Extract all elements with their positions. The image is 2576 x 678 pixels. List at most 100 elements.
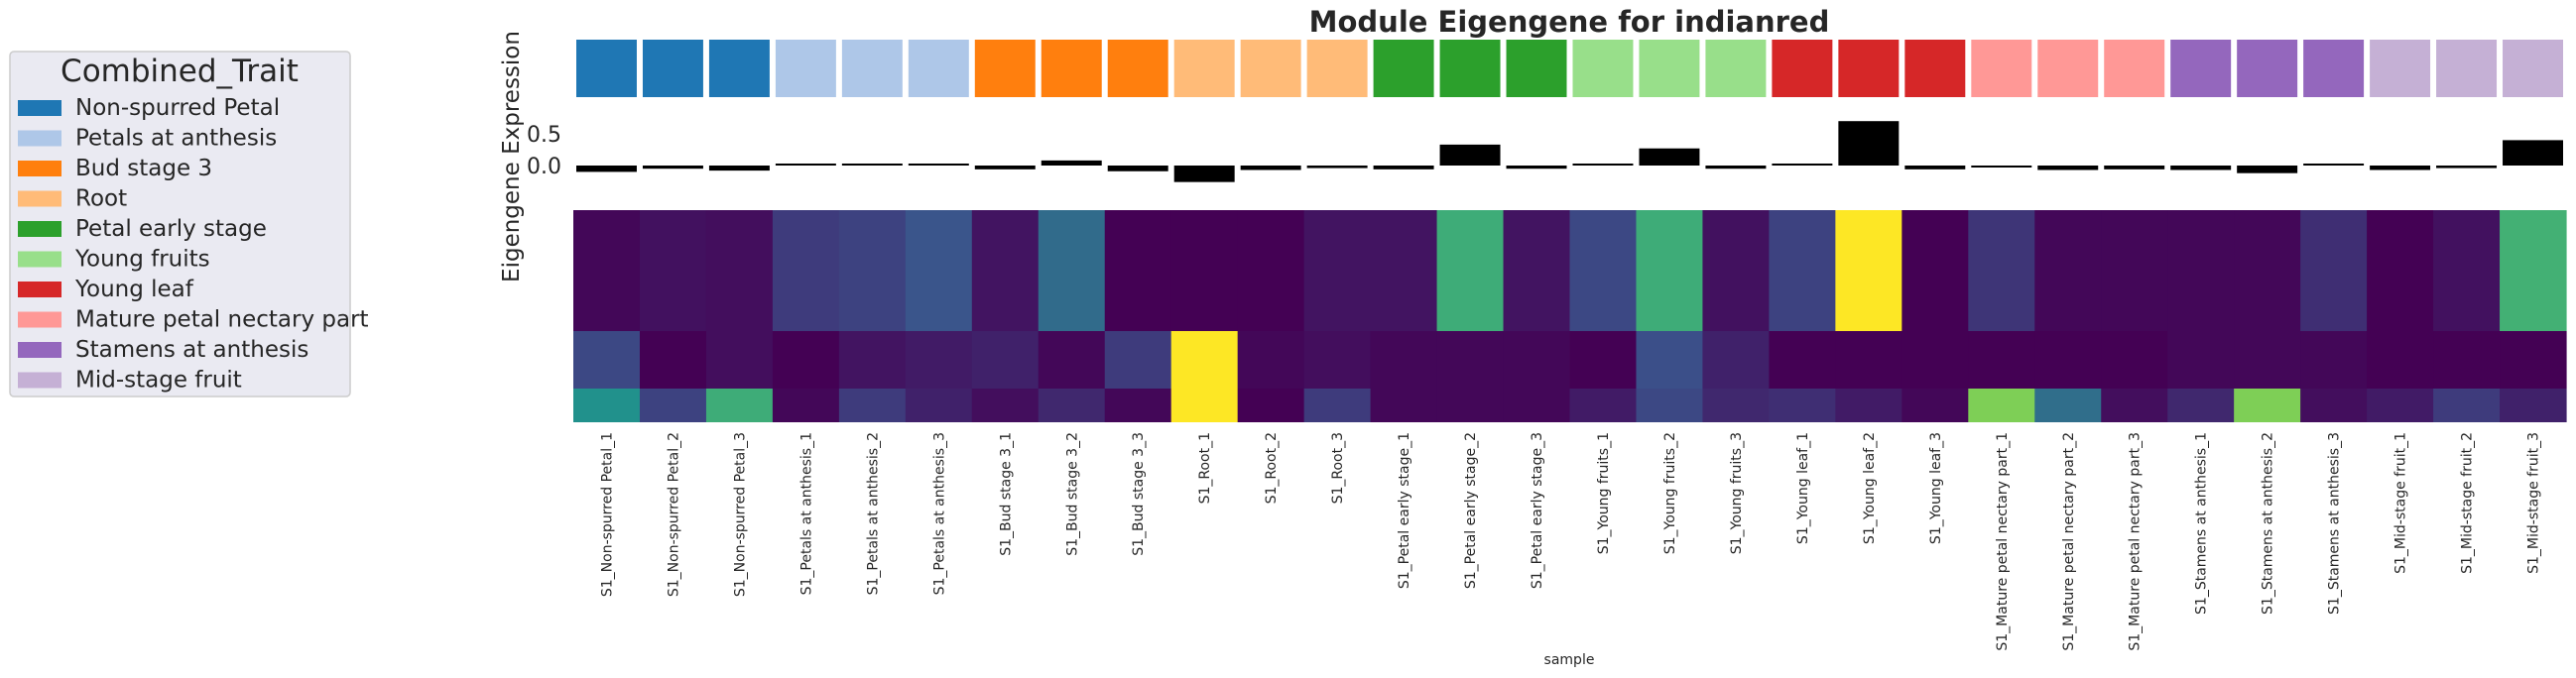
- heatmap-cell: [2167, 389, 2235, 422]
- x-tick-label: S1_Mid-stage fruit_2: [2460, 432, 2476, 574]
- heatmap-cell: [1835, 210, 1902, 331]
- trait-block: [1572, 40, 1634, 97]
- eigengene-bar: [841, 164, 903, 166]
- heatmap-cell: [2300, 331, 2368, 389]
- heatmap-cell: [772, 331, 840, 389]
- eigengene-bar: [2037, 166, 2099, 170]
- eigengene-y-tick: 0.5: [527, 123, 561, 148]
- heatmap-cell: [1303, 210, 1372, 331]
- heatmap-cell: [2367, 210, 2434, 331]
- trait-block: [908, 40, 969, 97]
- legend-label: Non-spurred Petal: [75, 95, 280, 121]
- trait-block: [2104, 40, 2165, 97]
- heatmap-cell: [1968, 331, 2035, 389]
- legend-label: Stamens at anthesis: [75, 337, 308, 363]
- legend-label: Root: [75, 186, 127, 212]
- trait-color-row: [576, 40, 2563, 97]
- eigengene-bar: [2104, 166, 2165, 170]
- x-tick-label: S1_Petals at anthesis_2: [865, 432, 881, 595]
- legend-swatch: [18, 282, 61, 297]
- trait-block: [1373, 40, 1434, 97]
- trait-block: [1306, 40, 1368, 97]
- eigengene-bar-row: [576, 121, 2563, 182]
- eigengene-bar: [1306, 166, 1368, 169]
- heatmap-cell: [1569, 210, 1638, 331]
- legend-swatch: [18, 342, 61, 358]
- eigengene-bar: [1373, 166, 1434, 170]
- legend-swatch: [18, 251, 61, 268]
- trait-block: [775, 40, 836, 97]
- heatmap-cell: [2234, 389, 2301, 422]
- heatmap-cell: [2167, 331, 2235, 389]
- eigengene-bar: [1971, 166, 2032, 168]
- eigengene-y-tick: 0.0: [527, 155, 561, 179]
- x-tick-label: S1_Petals at anthesis_3: [931, 432, 947, 595]
- eigengene-bar: [1904, 166, 1966, 170]
- legend-frame: [9, 51, 351, 397]
- x-tick-label: S1_Stamens at anthesis_3: [2327, 432, 2343, 615]
- trait-block: [841, 40, 903, 97]
- trait-block: [2037, 40, 2099, 97]
- eigengene-bar: [2503, 140, 2563, 166]
- x-tick-label: S1_Petal early stage_1: [1397, 432, 1412, 589]
- heatmap-cell: [1569, 389, 1638, 422]
- heatmap-cell: [1702, 210, 1770, 331]
- heatmap-cell: [705, 210, 774, 331]
- heatmap-cell: [2234, 331, 2301, 389]
- heatmap-cell: [2367, 389, 2434, 422]
- heatmap-cell: [2300, 389, 2368, 422]
- heatmap-cell: [573, 331, 641, 389]
- x-tick-label: S1_Young fruits_2: [1662, 432, 1678, 554]
- legend-label: Mid-stage fruit: [75, 368, 242, 394]
- eigengene-bar: [2170, 166, 2232, 170]
- heatmap-cell: [1170, 389, 1239, 422]
- heatmap-cell: [838, 389, 907, 422]
- heatmap-cell: [1170, 331, 1239, 389]
- eigengene-bar: [1772, 164, 1833, 166]
- x-tick-label: S1_Root_1: [1197, 432, 1213, 504]
- heatmap-cell: [1636, 389, 1704, 422]
- legend-label: Petals at anthesis: [75, 126, 277, 152]
- heatmap-cell: [1503, 389, 1571, 422]
- heatmap-cell: [2500, 389, 2567, 422]
- heatmap-cell: [1038, 210, 1106, 331]
- heatmap-cell: [1835, 331, 1902, 389]
- legend-swatch: [18, 311, 61, 328]
- x-tick-label: S1_Stamens at anthesis_2: [2261, 432, 2276, 615]
- trait-block: [1107, 40, 1168, 97]
- legend: Combined_Trait Non-spurred Petal Petals a…: [9, 51, 369, 397]
- chart-title: Module Eigengene for indianred: [1309, 5, 1830, 39]
- x-tick-label: S1_Mature petal nectary part_3: [2128, 432, 2144, 651]
- eigengene-bar: [1439, 144, 1501, 166]
- eigengene-bar: [708, 166, 770, 171]
- heatmap-cell: [1370, 331, 1438, 389]
- x-tick-label: S1_Bud stage 3_2: [1064, 432, 1080, 556]
- heatmap-cell: [1237, 389, 1305, 422]
- legend-swatch: [18, 100, 61, 116]
- heatmap-cell: [1237, 210, 1305, 331]
- x-tick-labels: S1_Non-spurred Petal_1 S1_Non-spurred Pet…: [599, 432, 2541, 651]
- x-tick-label: S1_Bud stage 3_1: [998, 432, 1014, 556]
- eigengene-bar: [1639, 148, 1700, 166]
- heatmap-cell: [1503, 331, 1571, 389]
- legend-label: Mature petal nectary part: [75, 307, 369, 333]
- x-tick-label: S1_Mature petal nectary part_1: [1995, 432, 2011, 651]
- heatmap-cell: [2034, 331, 2102, 389]
- trait-block: [2436, 40, 2498, 97]
- trait-block: [2170, 40, 2232, 97]
- heatmap-cell: [1038, 389, 1106, 422]
- heatmap-cell: [1901, 389, 1969, 422]
- heatmap-cell: [2167, 210, 2235, 331]
- eigengene-bar: [2436, 166, 2498, 169]
- legend-label: Petal early stage: [75, 216, 267, 242]
- heatmap-cell: [772, 389, 840, 422]
- eigengene-bar: [2237, 166, 2298, 173]
- trait-block: [1971, 40, 2032, 97]
- heatmap-cell: [1769, 210, 1836, 331]
- heatmap-cell: [1901, 331, 1969, 389]
- heatmap-cell: [1104, 331, 1172, 389]
- heatmap-cell: [2367, 331, 2434, 389]
- eigengene-bar: [1173, 166, 1235, 182]
- heatmap-cell: [705, 389, 774, 422]
- heatmap-cell: [905, 210, 973, 331]
